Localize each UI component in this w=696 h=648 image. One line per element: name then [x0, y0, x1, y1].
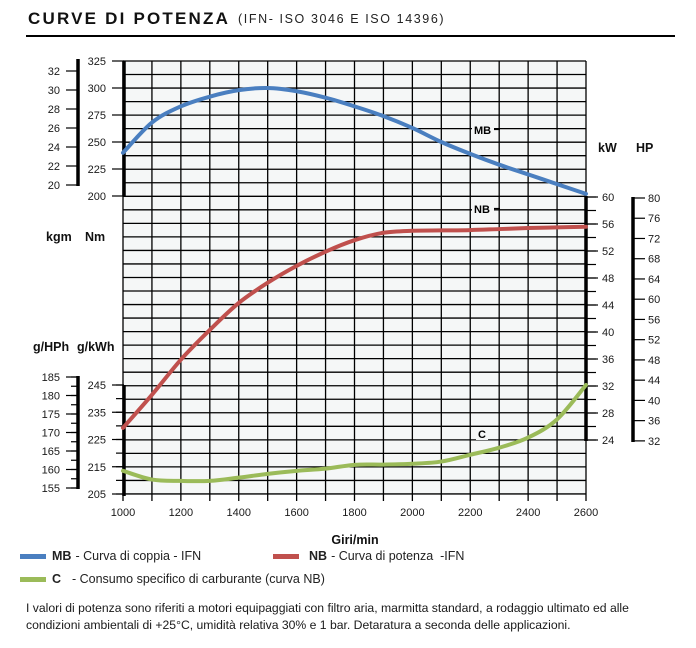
- tick-label-hp: 68: [648, 254, 660, 266]
- legend-item-c: C - Consumo specifico di carburante (cur…: [20, 572, 325, 586]
- power-unit-hp: HP: [636, 141, 653, 155]
- tick-label-ghph: 185: [42, 372, 60, 384]
- tick-label-hp: 44: [648, 375, 660, 387]
- tick-label-ghph: 170: [42, 428, 60, 440]
- torque-unit-kgm: kgm: [46, 230, 72, 244]
- tick-label-kgm: 26: [48, 123, 60, 135]
- tick-label-gkwh: 205: [88, 489, 106, 501]
- tick-label-ghph: 160: [42, 465, 60, 477]
- tick-label-kgm: 24: [48, 142, 60, 154]
- legend-text: - Consumo specifico di carburante (curva…: [65, 572, 325, 586]
- tick-label-kw: 44: [602, 300, 614, 312]
- curve-nb: [121, 224, 588, 430]
- tick-label-kw: 60: [602, 192, 614, 204]
- tick-label-rpm: 1000: [111, 507, 135, 519]
- tick-label-nm: 300: [88, 83, 106, 95]
- tick-label-rpm: 1600: [284, 507, 308, 519]
- tick-label-kw: 56: [602, 219, 614, 231]
- tick-label-ghph: 175: [42, 409, 60, 421]
- curve-label-mb: MB: [474, 125, 491, 137]
- tick-label-hp: 72: [648, 233, 660, 245]
- tick-label-kgm: 28: [48, 104, 60, 116]
- legend-text: - Curva di coppia - IFN: [75, 549, 202, 563]
- curve-c: [121, 383, 588, 484]
- tick-label-kgm: 30: [48, 85, 60, 97]
- tick-label-nm: 275: [88, 110, 106, 122]
- tick-label-hp: 56: [648, 314, 660, 326]
- tick-label-rpm: 2600: [574, 507, 598, 519]
- legend-swatch-nb: [273, 553, 299, 559]
- tick-label-hp: 40: [648, 395, 660, 407]
- tick-label-hp: 32: [648, 436, 660, 448]
- tick-label-kgm: 32: [48, 66, 60, 78]
- tick-label-nm: 325: [88, 56, 106, 68]
- tick-label-hp: 60: [648, 294, 660, 306]
- tick-label-nm: 225: [88, 164, 106, 176]
- legend-code: MB: [52, 549, 72, 563]
- tick-label-rpm: 1400: [227, 507, 251, 519]
- tick-label-rpm: 2000: [400, 507, 424, 519]
- tick-label-kgm: 20: [48, 180, 60, 192]
- tick-label-kw: 48: [602, 273, 614, 285]
- x-axis-label: Giri/min: [331, 533, 378, 547]
- tick-label-kw: 52: [602, 246, 614, 258]
- tick-label-kgm: 22: [48, 161, 60, 173]
- legend-item-nb: NB - Curva di potenza -IFN: [273, 549, 464, 563]
- curves: [121, 85, 588, 484]
- tick-label-kw: 36: [602, 354, 614, 366]
- grid: [122, 60, 587, 501]
- tick-label-gkwh: 235: [88, 407, 106, 419]
- tick-label-nm: 200: [88, 191, 106, 203]
- power-unit-kw: kW: [598, 141, 617, 155]
- legend-code: C: [52, 572, 62, 586]
- legend-item-mb: MB - Curva di coppia - IFN: [20, 549, 201, 563]
- tick-label-hp: 52: [648, 335, 660, 347]
- axes: 200 225 250 275 300 325 20 22 24 26 28 30 32 205 215 22…: [42, 56, 661, 519]
- tick-label-nm: 250: [88, 137, 106, 149]
- tick-label-rpm: 1800: [342, 507, 366, 519]
- tick-label-ghph: 155: [42, 483, 60, 495]
- tick-label-hp: 48: [648, 355, 660, 367]
- legend-swatch-mb: [20, 553, 46, 559]
- tick-label-rpm: 1200: [169, 507, 193, 519]
- chart-subtitle: (IFN- ISO 3046 E ISO 14396): [238, 12, 445, 26]
- tick-label-gkwh: 215: [88, 462, 106, 474]
- tick-label-rpm: 2200: [458, 507, 482, 519]
- legend-text: - Curva di potenza -IFN: [331, 549, 465, 563]
- chart-title: CURVE DI POTENZA: [28, 9, 230, 28]
- curve-label-c: C: [478, 429, 486, 441]
- consumption-unit-gkwh: g/kWh: [77, 340, 115, 354]
- consumption-unit-ghph: g/HPh: [33, 340, 69, 354]
- legend-code: NB: [309, 549, 328, 563]
- torque-unit-nm: Nm: [85, 230, 105, 244]
- tick-label-hp: 76: [648, 213, 660, 225]
- tick-label-hp: 80: [648, 193, 660, 205]
- tick-label-gkwh: 245: [88, 380, 106, 392]
- curve-mb: [121, 85, 588, 196]
- tick-label-ghph: 180: [42, 391, 60, 403]
- tick-label-kw: 24: [602, 435, 614, 447]
- tick-label-rpm: 2400: [516, 507, 540, 519]
- tick-label-hp: 36: [648, 416, 660, 428]
- legend-swatch-c: [20, 576, 46, 582]
- tick-label-gkwh: 225: [88, 435, 106, 447]
- tick-label-hp: 64: [648, 274, 660, 286]
- tick-label-ghph: 165: [42, 446, 60, 458]
- curve-label-nb: NB: [474, 204, 490, 216]
- tick-label-kw: 28: [602, 408, 614, 420]
- tick-label-kw: 40: [602, 327, 614, 339]
- footer-note: I valori di potenza sono riferiti a moto…: [26, 601, 629, 632]
- tick-label-kw: 32: [602, 381, 614, 393]
